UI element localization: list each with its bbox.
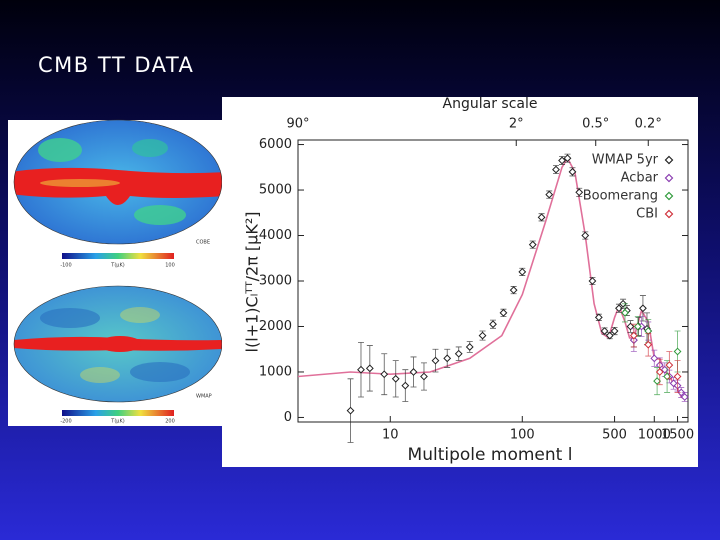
chart-bg [222, 97, 698, 467]
data-point [443, 354, 452, 363]
legend-label: Acbar [621, 171, 659, 186]
data-point [644, 340, 653, 349]
data-point [380, 370, 389, 379]
y-tick-label: 1000 [259, 364, 292, 379]
slide-title: CMB TT DATA [38, 53, 194, 77]
data-point [588, 277, 597, 285]
data-point [621, 308, 629, 317]
legend-marker [664, 191, 674, 201]
y-tick-label: 0 [284, 410, 292, 425]
data-point [545, 190, 554, 199]
data-point [391, 374, 400, 383]
data-point [528, 240, 537, 249]
data-point [600, 327, 609, 335]
legend-label: Boomerang [583, 189, 658, 204]
data-point [465, 343, 474, 351]
y-tick-label: 3000 [259, 274, 292, 289]
data-point [677, 388, 686, 397]
data-point [357, 365, 365, 374]
data-point [558, 156, 566, 165]
colorbar-min: -200 [60, 419, 71, 425]
x-tick-label: 500 [602, 428, 627, 443]
data-point [563, 154, 572, 163]
data-point [594, 313, 603, 322]
x-tick-label: 100 [510, 428, 535, 443]
legend-marker [664, 155, 674, 165]
map-label: COBE [196, 240, 210, 246]
y-tick-label: 2000 [259, 319, 292, 334]
x-axis-title: Multipole moment l [408, 445, 573, 465]
data-point [626, 322, 635, 331]
map-label: WMAP [196, 394, 212, 400]
legend-marker [664, 173, 674, 183]
data-point [673, 347, 682, 356]
colorbar-min: -100 [60, 263, 71, 269]
y-tick-label: 6000 [259, 137, 292, 152]
colorbar [62, 253, 174, 259]
data-point [629, 331, 638, 340]
top-tick-label: 90° [286, 117, 309, 132]
data-point [673, 372, 682, 381]
data-point [401, 381, 410, 390]
data-point [655, 368, 664, 376]
data-point [615, 304, 623, 313]
y-axis-title: l(l+1)Cₗᵀᵀ/2π [μK²] [243, 212, 262, 353]
x-tick-label: 10 [382, 428, 399, 443]
data-point [518, 267, 527, 276]
data-point [431, 356, 440, 365]
y-tick-label: 5000 [259, 183, 292, 198]
data-point [346, 406, 355, 415]
data-point [365, 364, 374, 373]
colorbar-max: 200 [165, 419, 175, 425]
top-tick-label: 0.2° [635, 117, 662, 132]
data-point [454, 349, 463, 358]
data-point [509, 286, 518, 295]
data-point [633, 322, 642, 331]
data-point [653, 377, 662, 385]
legend-label: CBI [636, 207, 658, 222]
top-tick-label: 2° [509, 117, 524, 132]
chart: Angular scale Multipole moment l l(l+1)C… [222, 96, 698, 467]
data-point [409, 368, 418, 376]
data-point [581, 231, 590, 240]
data-point [610, 327, 619, 335]
data-point [639, 304, 647, 313]
y-tick-label: 4000 [259, 228, 292, 243]
data-point [680, 393, 689, 401]
data-point [665, 361, 674, 370]
data-point [575, 188, 584, 197]
colorbar-unit: T(μK) [110, 263, 124, 269]
legend-label: WMAP 5yr [592, 153, 659, 168]
cobe-map [14, 120, 222, 244]
data-point [420, 372, 428, 381]
colorbar [62, 410, 174, 416]
data-point [552, 165, 560, 174]
colorbar-unit: T(μK) [110, 419, 124, 425]
data-point [537, 213, 546, 222]
colorbar-max: 100 [165, 263, 175, 269]
x-tick-label: 1500 [661, 428, 694, 443]
x-tick-label: 1000 [638, 428, 671, 443]
data-point [489, 320, 497, 329]
legend-marker [664, 209, 674, 219]
top-axis-title: Angular scale [443, 96, 538, 112]
map-panel: -100 T(μK) 100 COBE -200 T(μK) 200 WMAP [8, 119, 234, 426]
data-point [650, 354, 659, 363]
data-point [478, 331, 487, 340]
data-point [499, 308, 508, 317]
wmap-map [14, 286, 222, 402]
top-tick-label: 0.5° [582, 117, 609, 132]
data-point [568, 167, 577, 176]
